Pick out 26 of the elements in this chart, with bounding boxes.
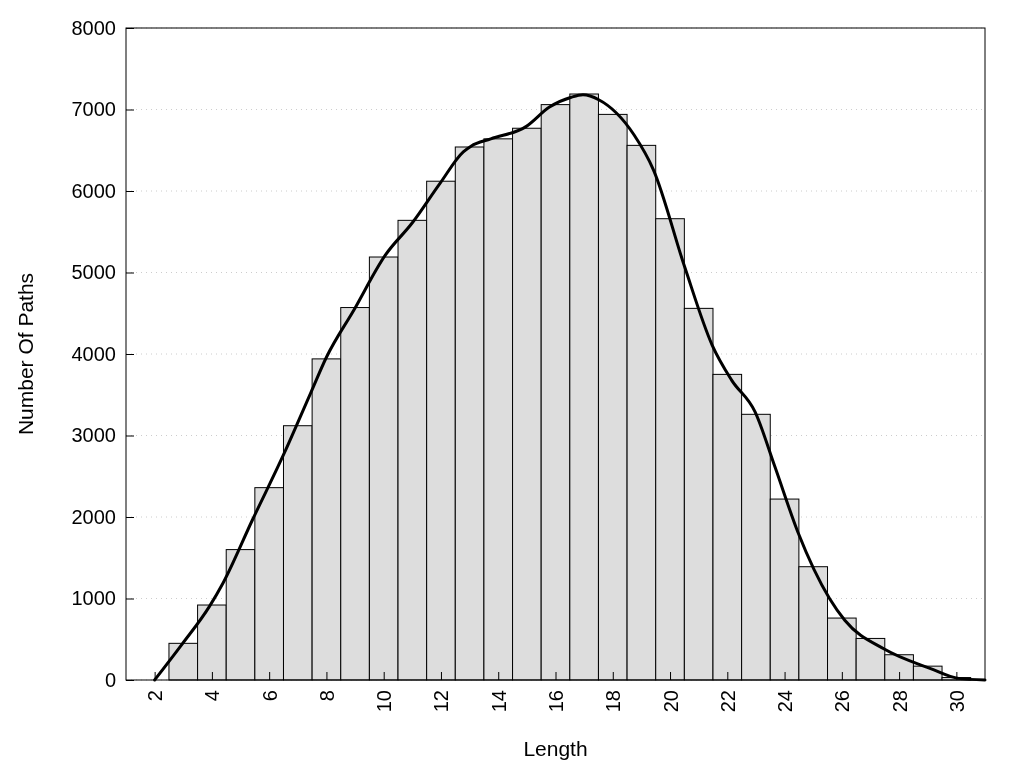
x-tick-label: 2 (144, 690, 167, 702)
x-tick-label: 22 (716, 690, 739, 713)
y-tick-label: 6000 (71, 179, 116, 202)
x-tick-label: 16 (545, 690, 567, 713)
y-tick-label: 4000 (71, 342, 116, 365)
x-tick-label: 20 (659, 690, 682, 713)
x-tick-label: 18 (602, 690, 625, 713)
x-tick-label: 12 (430, 690, 453, 713)
x-tick-label: 30 (945, 690, 968, 713)
x-tick-label: 26 (831, 690, 854, 713)
x-axis-title: Length (523, 737, 588, 760)
y-tick-label: 1000 (71, 587, 116, 610)
y-axis-title: Number Of Paths (14, 272, 37, 436)
x-tick-label: 24 (774, 690, 797, 713)
y-tick-label: 7000 (71, 98, 116, 121)
y-tick-label: 2000 (71, 505, 116, 528)
x-tick-label: 4 (201, 690, 224, 702)
y-tick-label: 0 (104, 668, 116, 691)
y-tick-label: 5000 (71, 261, 116, 284)
x-tick-label: 28 (888, 690, 911, 713)
x-tick-label: 14 (487, 690, 510, 713)
y-tick-label: 3000 (71, 424, 116, 447)
x-tick-label: 10 (373, 690, 396, 713)
x-tick-label: 8 (315, 690, 338, 702)
y-tick-label: 8000 (71, 16, 116, 39)
x-tick-label: 6 (258, 690, 281, 702)
